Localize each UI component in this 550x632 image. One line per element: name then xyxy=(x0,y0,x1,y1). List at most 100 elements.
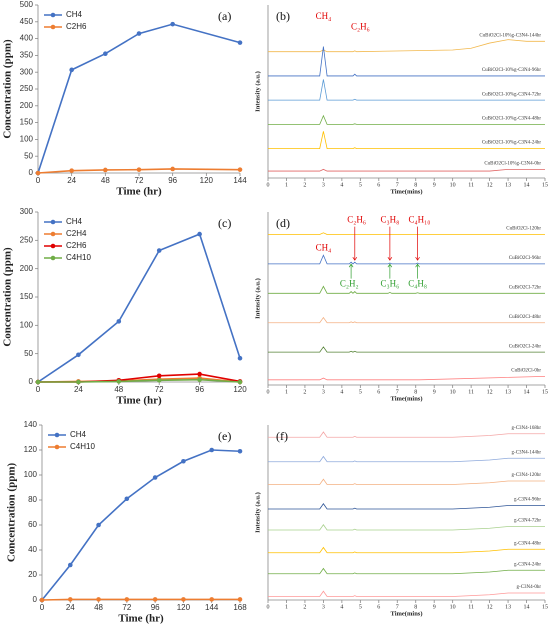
point xyxy=(96,597,101,602)
legend-marker xyxy=(54,444,60,450)
x-tick-label: 4 xyxy=(340,182,343,188)
y-axis-title: Concentration (ppm) xyxy=(6,463,18,563)
x-tick-label: 3 xyxy=(322,182,325,188)
x-tick-label: 48 xyxy=(94,603,103,612)
x-tick-label: 14 xyxy=(524,604,530,610)
annotation: C₄H₈ xyxy=(408,279,427,289)
trace-label: CuBiO2Cl-10%g-C3N4-0hr xyxy=(484,161,541,166)
x-tick-label: 0 xyxy=(36,385,41,394)
point xyxy=(156,248,162,253)
y-tick-label: 50 xyxy=(24,151,33,160)
series-line xyxy=(37,233,241,383)
point xyxy=(237,448,243,454)
x-tick-label: 8 xyxy=(414,389,417,395)
series-line xyxy=(37,23,241,174)
x-tick-label: 13 xyxy=(505,182,511,188)
arrow-head xyxy=(415,256,420,261)
annotation: C₂H₂ xyxy=(340,279,359,289)
annotation: CH₄ xyxy=(316,242,332,252)
series-line xyxy=(268,131,545,149)
trace-label: CuBiO2Cl-24hr xyxy=(509,344,542,349)
legend-marker xyxy=(50,255,56,261)
x-tick-label: 3 xyxy=(322,389,325,395)
x-axis-title: Time (hr) xyxy=(116,186,162,198)
x-tick-label: 168 xyxy=(233,603,247,612)
point xyxy=(76,352,81,358)
legend-marker xyxy=(50,12,56,18)
point xyxy=(69,67,74,73)
x-tick-label: 96 xyxy=(151,603,160,612)
point xyxy=(181,458,186,464)
legend-label: C2H6 xyxy=(66,241,87,250)
series-line xyxy=(268,567,545,575)
series-line xyxy=(268,524,545,531)
point xyxy=(197,231,202,237)
y-tick-label: 250 xyxy=(20,84,34,93)
series-line xyxy=(268,346,545,353)
x-tick-label: 72 xyxy=(135,176,144,185)
point xyxy=(152,475,158,480)
panel-label: (a) xyxy=(218,9,231,23)
trace-label: CuBiO2Cl-48hr xyxy=(509,315,542,320)
legend-label: C2H4 xyxy=(66,229,87,238)
trace-label: CuBiO2Cl-10%g-C3N4-48hr xyxy=(482,117,542,122)
trace-label: g-C3N4-168hr xyxy=(512,426,542,431)
x-tick-label: 6 xyxy=(377,604,380,610)
point xyxy=(156,373,162,379)
series-line xyxy=(268,316,545,324)
trace-label: g-C3N4-24hr xyxy=(514,562,541,567)
x-tick-label: 13 xyxy=(505,604,511,610)
point xyxy=(237,355,243,361)
y-axis-title: Intensity (a.u.) xyxy=(254,492,261,533)
trace-label: CuBiO2Cl-72hr xyxy=(509,285,542,290)
series-line xyxy=(268,285,545,294)
point xyxy=(103,167,108,173)
series-line xyxy=(37,168,241,174)
x-tick-label: 5 xyxy=(359,604,362,610)
panel-label: (d) xyxy=(276,216,290,230)
point xyxy=(39,597,45,603)
series-line xyxy=(268,375,546,381)
y-tick-label: 100 xyxy=(24,470,38,479)
y-tick-label: 250 xyxy=(20,235,34,244)
x-tick-label: 72 xyxy=(122,603,131,612)
x-tick-label: 2 xyxy=(303,182,306,188)
series-line xyxy=(41,449,241,601)
y-tick-label: 60 xyxy=(28,520,37,529)
point xyxy=(136,167,142,172)
y-axis-title: Intensity (a.u.) xyxy=(254,71,261,112)
x-tick-label: 2 xyxy=(303,604,306,610)
trace-label: g-C3N4-48hr xyxy=(514,541,541,546)
x-tick-label: 15 xyxy=(542,604,548,610)
series-line xyxy=(268,431,545,438)
x-tick-label: 13 xyxy=(505,389,511,395)
x-tick-label: 10 xyxy=(450,182,456,188)
point xyxy=(124,597,130,602)
x-tick-label: 11 xyxy=(468,389,474,395)
x-tick-label: 4 xyxy=(340,389,343,395)
arrow-head xyxy=(415,263,420,268)
trace-label: CuBiO2Cl-0hr xyxy=(511,368,541,373)
x-tick-label: 72 xyxy=(155,385,164,394)
annotation: C₂H₆ xyxy=(347,215,366,225)
x-tick-label: 120 xyxy=(177,603,191,612)
legend-label: CH4 xyxy=(66,10,83,19)
x-tick-label: 15 xyxy=(542,389,548,395)
x-tick-label: 10 xyxy=(450,389,456,395)
point xyxy=(76,379,81,385)
y-tick-label: 20 xyxy=(28,570,37,579)
y-axis-title: Concentration (ppm) xyxy=(2,247,14,347)
point xyxy=(170,166,175,172)
y-tick-label: 400 xyxy=(20,34,34,43)
series-line xyxy=(268,79,545,101)
legend-marker xyxy=(50,231,56,237)
x-tick-label: 0 xyxy=(267,389,270,395)
x-tick-label: 24 xyxy=(67,176,76,185)
x-tick-label: 120 xyxy=(200,176,214,185)
x-tick-label: 0 xyxy=(267,604,270,610)
trace-label: CuBiO2Cl-10%g-C3N4-24hr xyxy=(482,141,542,146)
legend-label: C2H6 xyxy=(66,22,87,31)
x-tick-label: 0 xyxy=(267,182,270,188)
y-tick-label: 0 xyxy=(33,595,38,604)
point xyxy=(69,168,74,173)
